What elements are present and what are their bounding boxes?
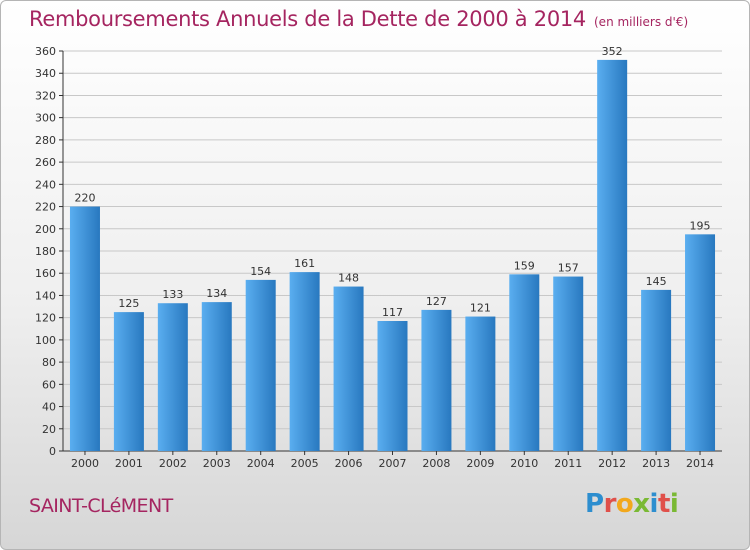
bar-2003 <box>201 302 232 451</box>
y-tick-label: 280 <box>35 134 56 147</box>
bar-2007 <box>377 321 408 451</box>
y-tick-label: 200 <box>35 223 56 236</box>
y-tick-label: 100 <box>35 334 56 347</box>
title-unit: (en milliers d'€) <box>594 15 689 29</box>
bar-2002 <box>157 303 188 451</box>
chart-title: Remboursements Annuels de la Dette de 20… <box>29 7 688 31</box>
x-tick-label-2006: 2006 <box>335 457 363 470</box>
y-tick-label: 40 <box>42 401 56 414</box>
x-tick-label-2003: 2003 <box>203 457 231 470</box>
x-tick-label-2010: 2010 <box>510 457 538 470</box>
x-tick-label-2001: 2001 <box>115 457 143 470</box>
y-tick-label: 220 <box>35 201 56 214</box>
data-label-2003: 134 <box>206 287 227 300</box>
y-tick-label: 320 <box>35 89 56 102</box>
x-tick-label-2000: 2000 <box>71 457 99 470</box>
bar-2005 <box>289 272 320 451</box>
y-tick-label: 300 <box>35 112 56 125</box>
town-name: SAINT-CLéMENT <box>29 495 173 517</box>
x-tick-labels: 2000 2001 2002 2003 2004 2005 2006 2007 2008 2009… <box>71 457 714 470</box>
logo-letter: x <box>633 489 650 519</box>
bar-2008 <box>421 309 452 451</box>
x-tick-label-2009: 2009 <box>466 457 494 470</box>
y-tick-label: 120 <box>35 312 56 325</box>
data-label-2001: 125 <box>118 297 139 310</box>
bar-2004 <box>245 279 276 451</box>
y-tick-label: 60 <box>42 378 56 391</box>
data-label-2013: 145 <box>646 275 667 288</box>
data-label-2010: 159 <box>514 259 535 272</box>
logo-letter: o <box>615 489 634 519</box>
logo-letter: P <box>585 489 604 519</box>
y-tick-label: 80 <box>42 356 56 369</box>
bar-2011 <box>553 276 584 451</box>
data-label-2012: 352 <box>602 45 623 58</box>
logo-letter: i <box>669 489 679 519</box>
data-label-2007: 117 <box>382 306 403 319</box>
y-tick-labels: 0 20 40 60 80 100 120 140 160 180 200 220 240 260 280 3… <box>35 45 56 458</box>
y-tick-label: 340 <box>35 67 56 80</box>
bar-2009 <box>465 316 496 451</box>
data-label-2008: 127 <box>426 295 447 308</box>
logo-letter: t <box>657 489 670 519</box>
y-tick-label: 0 <box>49 445 56 458</box>
data-labels: 220 125 133 134 154 161 148 117 127 121 159 157 352 1… <box>74 45 710 319</box>
x-tick-label-2007: 2007 <box>379 457 407 470</box>
proxiti-logo: Proxiti <box>585 489 679 519</box>
y-tick-label: 140 <box>35 289 56 302</box>
data-label-2006: 148 <box>338 272 359 285</box>
x-tick-label-2005: 2005 <box>291 457 319 470</box>
y-tick-label: 180 <box>35 245 56 258</box>
data-label-2005: 161 <box>294 257 315 270</box>
data-label-2000: 220 <box>74 192 95 205</box>
x-tick-label-2011: 2011 <box>554 457 582 470</box>
bar-2013 <box>641 289 672 451</box>
x-tick-label-2012: 2012 <box>598 457 626 470</box>
bar-2014 <box>685 234 716 451</box>
bars <box>69 59 716 452</box>
bar-2006 <box>333 286 364 451</box>
x-tick-label-2014: 2014 <box>686 457 714 470</box>
data-label-2009: 121 <box>470 302 491 315</box>
y-tick-label: 20 <box>42 423 56 436</box>
y-tick-label: 360 <box>35 45 56 58</box>
bar-2000 <box>69 206 100 451</box>
x-tick-label-2002: 2002 <box>159 457 187 470</box>
data-label-2004: 154 <box>250 265 271 278</box>
x-tick-label-2008: 2008 <box>422 457 450 470</box>
x-tick-label-2004: 2004 <box>247 457 275 470</box>
data-label-2014: 195 <box>690 219 711 232</box>
bar-2010 <box>509 274 540 451</box>
y-tick-label: 160 <box>35 267 56 280</box>
bar-2012 <box>597 59 628 452</box>
y-tick-label: 260 <box>35 156 56 169</box>
logo-letter: i <box>649 489 659 519</box>
x-tick-label-2013: 2013 <box>642 457 670 470</box>
data-label-2011: 157 <box>558 262 579 275</box>
bar-2001 <box>113 312 144 451</box>
logo-letter: r <box>603 489 617 519</box>
data-label-2002: 133 <box>162 288 183 301</box>
title-text: Remboursements Annuels de la Dette de 20… <box>29 7 586 31</box>
y-tick-label: 240 <box>35 178 56 191</box>
